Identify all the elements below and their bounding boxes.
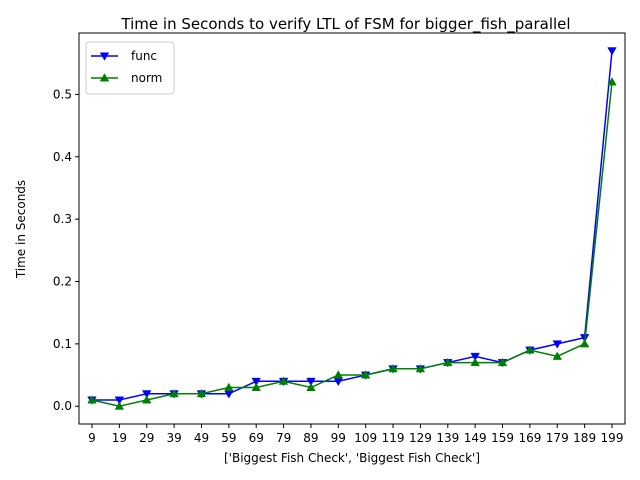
data-point-func xyxy=(251,377,261,387)
y-tick-label: 0.4 xyxy=(53,150,72,164)
legend-marker-norm xyxy=(99,73,110,82)
x-tick-label: 9 xyxy=(88,431,96,445)
x-tick-label: 29 xyxy=(139,431,154,445)
data-point-func xyxy=(306,377,316,387)
legend-label-func: func xyxy=(131,49,157,63)
x-tick-label: 109 xyxy=(354,431,377,445)
x-tick-label: 89 xyxy=(303,431,318,445)
x-tick-label: 149 xyxy=(464,431,487,445)
x-tick-label: 139 xyxy=(436,431,459,445)
data-point-norm xyxy=(87,395,97,404)
x-tick-label: 39 xyxy=(166,431,181,445)
data-point-norm xyxy=(579,339,590,348)
data-point-norm xyxy=(251,382,261,391)
data-point-func xyxy=(114,396,125,405)
data-point-norm xyxy=(224,382,234,391)
data-point-norm xyxy=(360,370,371,379)
data-point-norm xyxy=(388,364,398,373)
x-tick-label: 19 xyxy=(112,431,127,445)
x-tick-label: 159 xyxy=(491,431,514,445)
x-tick-label: 179 xyxy=(546,431,569,445)
data-point-func xyxy=(607,47,617,56)
data-point-norm xyxy=(306,382,316,391)
x-tick-label: 69 xyxy=(249,431,264,445)
legend-marker-func xyxy=(99,52,110,61)
chart-title: Time in Seconds to verify LTL of FSM for… xyxy=(120,15,570,34)
legend: func norm xyxy=(85,41,175,95)
x-tick-label: 169 xyxy=(518,431,541,445)
y-tick-label: 0.2 xyxy=(53,275,72,289)
data-point-func xyxy=(552,340,562,349)
x-axis-label: ['Biggest Fish Check', 'Biggest Fish Che… xyxy=(224,451,480,465)
x-tick-label: 59 xyxy=(221,431,236,445)
y-tick-label: 0.3 xyxy=(53,212,72,226)
series-line-norm xyxy=(91,81,613,407)
x-tick-label: 99 xyxy=(331,431,346,445)
data-point-norm xyxy=(196,388,207,398)
series-layer xyxy=(87,47,617,410)
legend-label-norm: norm xyxy=(131,71,162,85)
x-tick-label: 119 xyxy=(382,431,405,445)
plot-area xyxy=(79,33,625,424)
x-tick-label: 49 xyxy=(194,431,209,445)
y-axis-label: Time in Seconds xyxy=(14,180,28,279)
data-point-norm xyxy=(443,357,453,367)
data-point-norm xyxy=(525,345,535,354)
data-point-norm xyxy=(114,401,125,410)
plot-frame xyxy=(78,32,626,425)
x-tick-label: 129 xyxy=(409,431,432,445)
data-point-norm xyxy=(415,364,426,373)
data-point-norm xyxy=(607,77,617,86)
data-point-func xyxy=(470,352,480,362)
y-tick-label: 0.0 xyxy=(53,399,72,413)
data-point-norm xyxy=(142,395,152,404)
axis-layer: 9 19 29 39 49 59 69 79 89 99 109 119 129 139 149 159 169… xyxy=(53,87,624,445)
data-point-norm xyxy=(169,388,179,398)
data-point-norm xyxy=(552,351,562,360)
x-tick-label: 189 xyxy=(573,431,596,445)
data-point-norm xyxy=(333,370,344,379)
series-norm xyxy=(87,77,617,410)
data-point-norm xyxy=(278,376,289,385)
y-tick-label: 0.5 xyxy=(53,87,72,101)
x-tick-label: 199 xyxy=(601,431,624,445)
x-tick-label: 79 xyxy=(276,431,291,445)
legend-box xyxy=(85,41,175,95)
y-tick-label: 0.1 xyxy=(53,337,72,351)
data-point-norm xyxy=(470,357,480,367)
data-point-norm xyxy=(497,357,508,367)
data-point-func xyxy=(142,390,152,399)
